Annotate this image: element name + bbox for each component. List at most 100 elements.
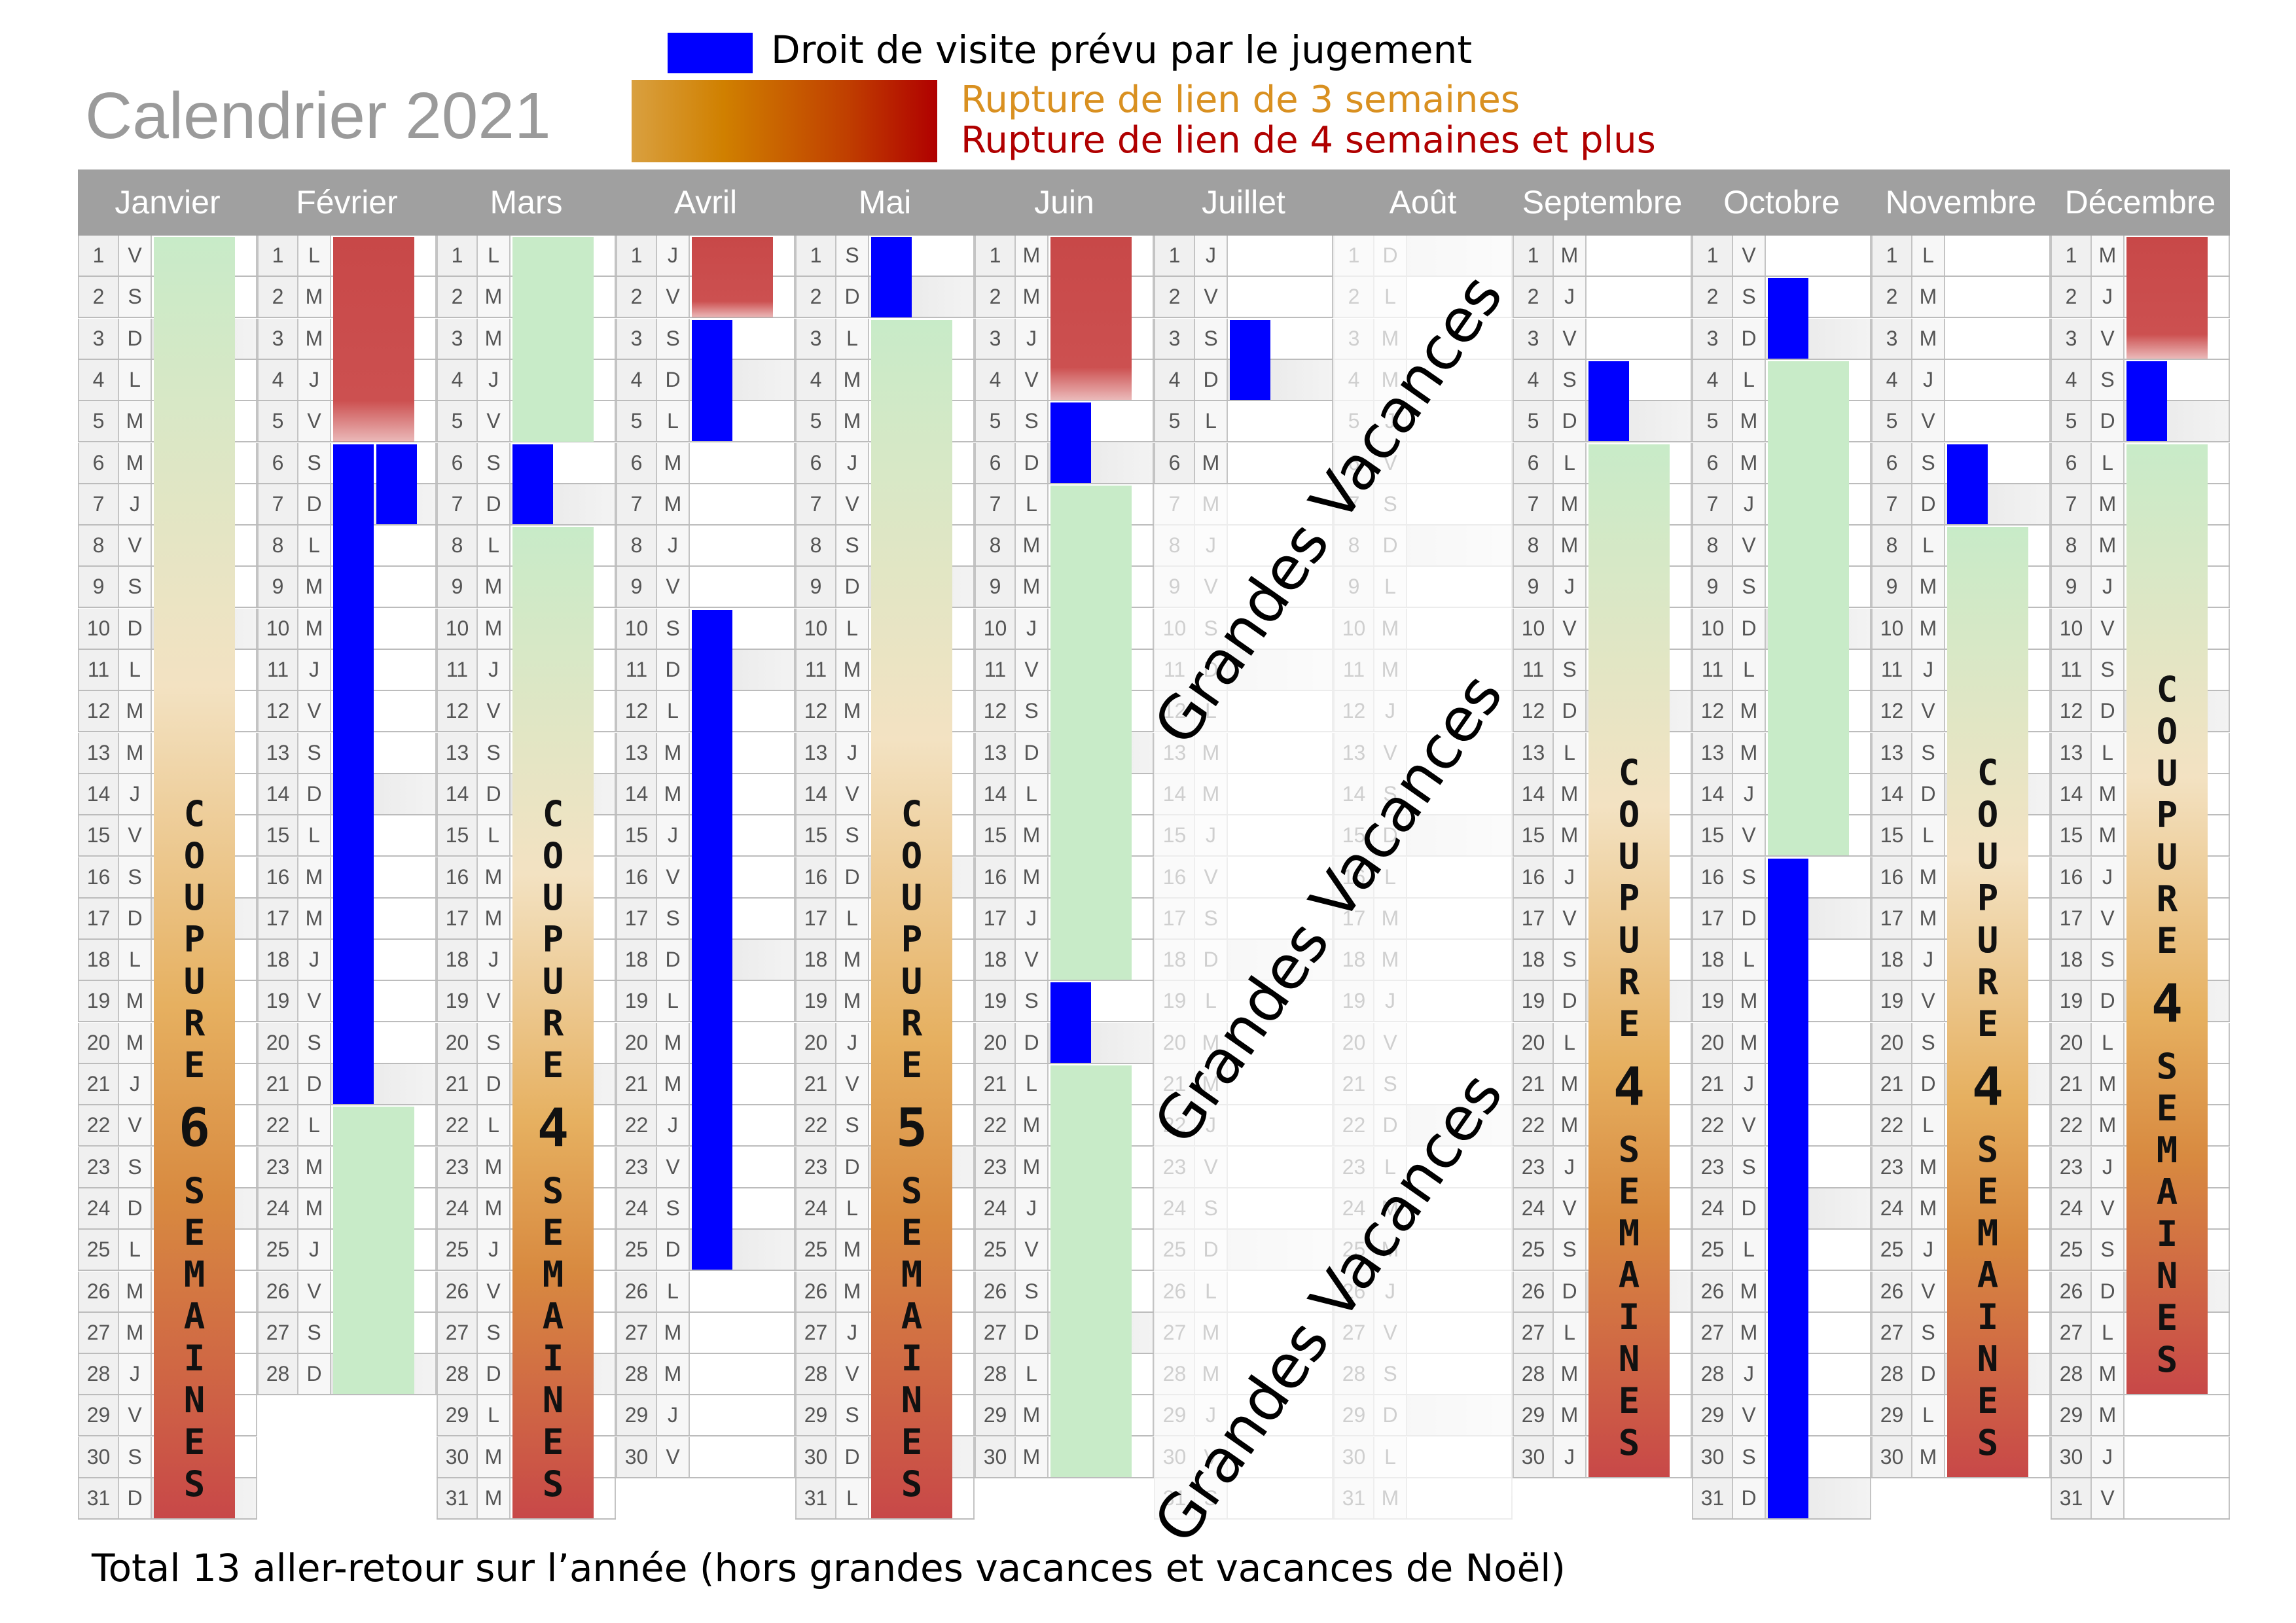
day-cell bbox=[690, 1436, 795, 1477]
day-letter: S bbox=[657, 1188, 690, 1228]
day-cell bbox=[1407, 691, 1513, 732]
day-row: 14 M bbox=[1513, 774, 1692, 815]
day-cell bbox=[1587, 940, 1692, 980]
day-row: 26 L bbox=[616, 1271, 795, 1313]
day-letter: L bbox=[478, 1105, 511, 1146]
day-row: 18 J bbox=[257, 940, 437, 982]
day-cell bbox=[690, 608, 795, 649]
day-row: 28 M bbox=[1154, 1354, 1333, 1396]
day-number: 8 bbox=[975, 526, 1016, 566]
day-cell bbox=[2125, 1436, 2230, 1477]
day-cell bbox=[1766, 1230, 1871, 1270]
day-cell bbox=[2125, 1478, 2230, 1518]
day-number: 23 bbox=[1871, 1147, 1912, 1187]
day-row: 12 V bbox=[437, 691, 616, 733]
day-cell bbox=[1766, 401, 1871, 442]
day-row: 19 M bbox=[78, 981, 257, 1023]
semaines-letter: E bbox=[2156, 1088, 2178, 1130]
day-letter: M bbox=[2092, 774, 2125, 814]
day-letter: M bbox=[1016, 526, 1049, 566]
day-letter: M bbox=[298, 567, 331, 607]
day-cell bbox=[1587, 650, 1692, 690]
day-number: 25 bbox=[257, 1230, 298, 1270]
day-number: 17 bbox=[975, 898, 1016, 938]
day-cell bbox=[1587, 526, 1692, 566]
day-cell bbox=[1587, 732, 1692, 773]
semaines-letter: S bbox=[183, 1170, 206, 1212]
day-row: 18 M bbox=[795, 940, 975, 982]
semaines-letter: S bbox=[901, 1170, 923, 1212]
day-cell bbox=[1407, 732, 1513, 773]
day-cell bbox=[1945, 401, 2051, 442]
coupure-letter: C bbox=[2156, 669, 2178, 711]
day-letter: J bbox=[1912, 359, 1945, 400]
day-number: 26 bbox=[1513, 1271, 1554, 1311]
day-letter: M bbox=[1912, 318, 1945, 359]
semaines-letter: E bbox=[1977, 1170, 1999, 1212]
day-cell bbox=[331, 526, 437, 566]
day-row: 28 M bbox=[2051, 1354, 2230, 1396]
day-letter: S bbox=[1912, 1312, 1945, 1353]
day-letter: V bbox=[657, 277, 690, 317]
day-letter: M bbox=[1912, 898, 1945, 938]
day-row: 24 M bbox=[257, 1188, 437, 1230]
day-number: 18 bbox=[975, 940, 1016, 980]
day-number: 3 bbox=[1154, 318, 1195, 359]
day-cell bbox=[1407, 815, 1513, 856]
day-letter: J bbox=[298, 940, 331, 980]
day-number: 14 bbox=[1692, 774, 1733, 814]
coupure-letter: R bbox=[1618, 961, 1640, 1003]
day-letter: J bbox=[2092, 1147, 2125, 1187]
day-letter: J bbox=[478, 359, 511, 400]
day-number: 28 bbox=[616, 1354, 657, 1395]
day-number: 30 bbox=[975, 1436, 1016, 1477]
semaines-letter: N bbox=[1618, 1338, 1640, 1380]
day-number: 15 bbox=[795, 815, 836, 856]
day-number: 17 bbox=[437, 898, 478, 938]
day-cell bbox=[2125, 815, 2230, 856]
coupure-letter: R bbox=[901, 1003, 923, 1044]
day-number: 9 bbox=[78, 567, 119, 607]
day-cell bbox=[1587, 1105, 1692, 1146]
day-number: 6 bbox=[437, 442, 478, 483]
day-letter: M bbox=[1554, 526, 1587, 566]
day-number: 17 bbox=[257, 898, 298, 938]
day-cell bbox=[511, 236, 616, 276]
day-cell bbox=[1945, 857, 2051, 897]
month-column: Juin 1 M 2 M 3 J 4 V 5 S 6 D 7 L 8 M 9 M 10 J 11 V 12 S 13 D 14 L 15 M… bbox=[975, 169, 1154, 1513]
day-cell bbox=[690, 774, 795, 814]
day-cell bbox=[152, 940, 257, 980]
day-cell bbox=[1945, 815, 2051, 856]
day-cell bbox=[1945, 650, 2051, 690]
day-number: 3 bbox=[2051, 318, 2092, 359]
day-letter: S bbox=[1733, 1147, 1766, 1187]
visit-bar bbox=[1050, 402, 1091, 483]
day-cell bbox=[690, 236, 795, 276]
coupure-letter: E bbox=[183, 1044, 206, 1086]
day-letter: M bbox=[1912, 1147, 1945, 1187]
day-number: 1 bbox=[1154, 236, 1195, 276]
day-number: 6 bbox=[2051, 442, 2092, 483]
day-number: 13 bbox=[78, 732, 119, 773]
day-letter: V bbox=[836, 1064, 869, 1104]
day-row: 19 J bbox=[1333, 981, 1513, 1023]
day-cell bbox=[1049, 898, 1154, 938]
day-letter: M bbox=[1016, 815, 1049, 856]
day-letter: M bbox=[1374, 1230, 1407, 1270]
day-letter: M bbox=[478, 608, 511, 649]
day-letter: L bbox=[2092, 1022, 2125, 1063]
day-letter: L bbox=[2092, 442, 2125, 483]
day-number: 24 bbox=[2051, 1188, 2092, 1228]
day-cell bbox=[690, 277, 795, 317]
